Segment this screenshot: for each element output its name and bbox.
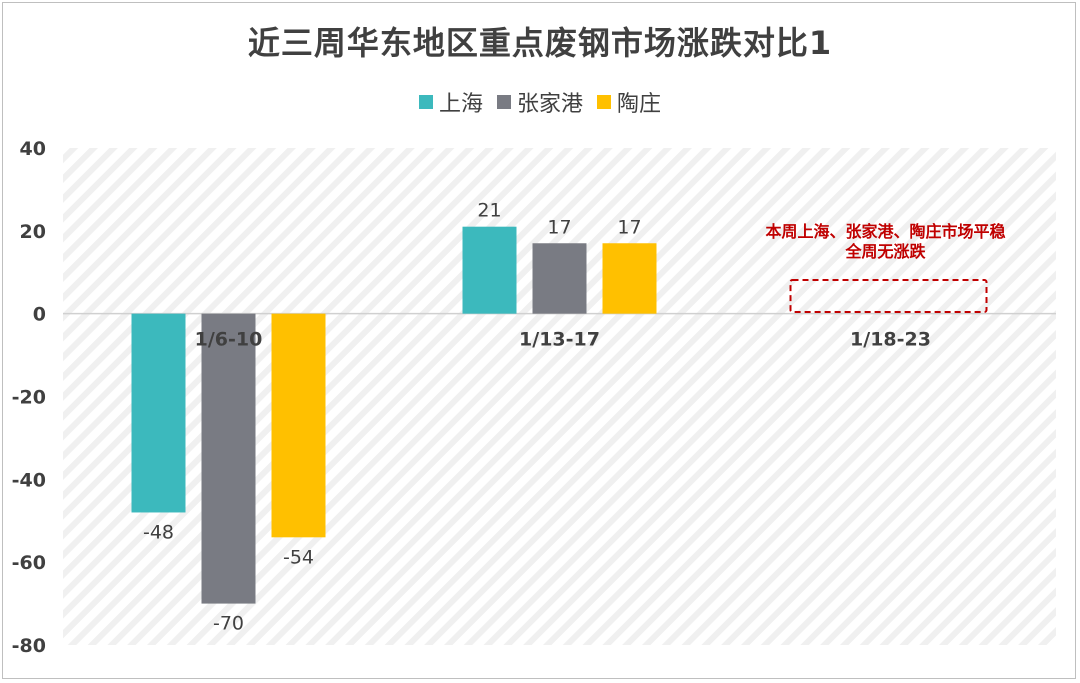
legend-swatch-zhangjiagang: [496, 95, 511, 109]
bar: [201, 313, 256, 604]
y-tick-label: 0: [33, 304, 46, 326]
x-category-label: 1/6-10: [195, 329, 263, 351]
legend-label-shanghai: 上海: [438, 92, 483, 117]
legend-item-shanghai: 上海: [418, 86, 483, 118]
bar-value-label: 21: [477, 200, 501, 222]
bar-value-label: 17: [617, 216, 641, 238]
bar: [602, 243, 657, 314]
y-tick-label: -20: [12, 387, 46, 409]
bar-value-label: -54: [283, 546, 314, 568]
bar: [271, 313, 326, 538]
bar-value-label: -48: [143, 521, 174, 543]
legend-item-zhangjiagang: 张家港: [496, 86, 583, 118]
legend-swatch-taozhuang: [597, 95, 611, 109]
chart-legend: 上海 张家港 陶庄: [0, 86, 1080, 118]
legend-item-taozhuang: 陶庄: [597, 86, 661, 118]
legend-label-zhangjiagang: 张家港: [516, 92, 583, 117]
bar: [131, 313, 186, 513]
annotation-text: 本周上海、张家港、陶庄市场平稳: [765, 222, 1005, 241]
legend-label-taozhuang: 陶庄: [617, 92, 662, 117]
bar: [462, 226, 517, 314]
x-category-label: 1/18-23: [850, 329, 931, 351]
y-tick-label: -60: [12, 552, 46, 574]
y-tick-label: -40: [12, 469, 46, 491]
bar-value-label: 17: [547, 216, 571, 238]
y-tick-label: -80: [12, 635, 46, 657]
legend-swatch-shanghai: [418, 95, 433, 109]
bar: [532, 243, 587, 314]
y-tick-label: 20: [20, 221, 46, 243]
x-category-label: 1/13-17: [519, 329, 600, 351]
annotation-text: 全周无涨跌: [844, 242, 926, 261]
bar-value-label: -70: [213, 613, 244, 635]
annotation-dashed-box: [789, 279, 988, 313]
chart-title: 近三周华东地区重点废钢市场涨跌对比1: [247, 24, 833, 62]
y-tick-label: 40: [20, 138, 46, 160]
